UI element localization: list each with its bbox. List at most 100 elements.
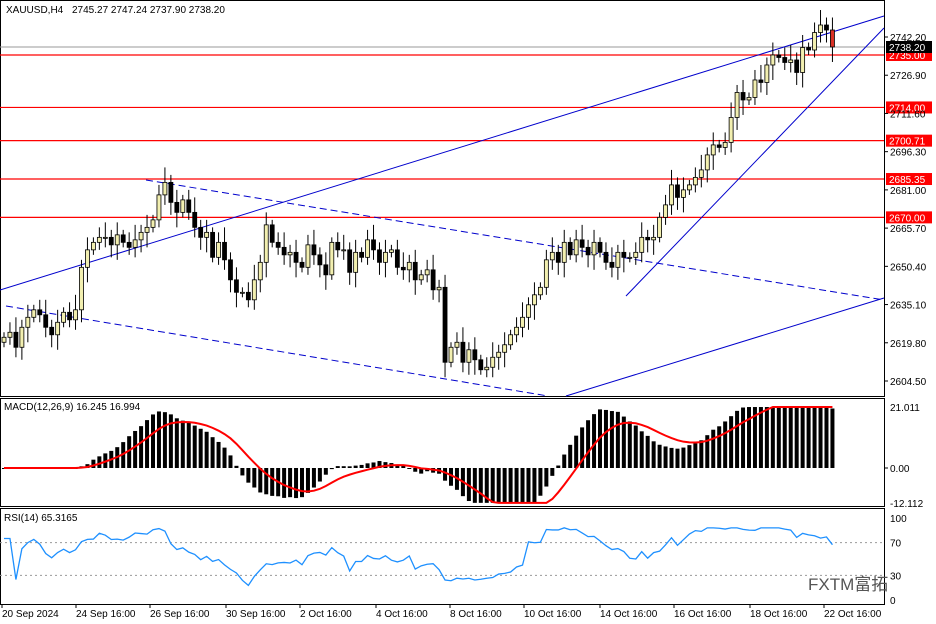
candle [365,229,370,265]
y-tick-label: 2696.30 [890,148,927,159]
macd-bar [401,465,406,468]
candle [824,17,829,43]
macd-bar [449,468,453,486]
macd-bar [687,445,692,468]
candle [692,167,698,193]
candle [162,167,168,205]
candle [746,92,752,105]
candle [502,332,508,368]
level-label: 2685.35 [889,175,926,186]
candle-body [824,24,829,31]
candle [597,237,603,258]
y-tick-label: 2665.70 [890,224,927,235]
macd-bar [723,421,728,468]
candle-body [651,236,657,241]
macd-bar [544,468,549,487]
candle-body [222,241,227,261]
candle-body [746,97,752,101]
candle [812,22,817,58]
candle-body [394,249,400,268]
macd-bar [562,454,567,468]
x-tick-label: 22 Oct 16:00 [824,609,882,620]
candle-body [728,117,734,143]
candle-body [698,169,704,178]
candle [67,302,72,328]
candle-body [79,266,84,311]
level-label: 2700.71 [889,137,926,148]
candle [347,242,353,285]
candle [287,244,293,268]
candle-body [180,199,186,213]
candle-body [692,176,698,186]
macd-bar [216,441,221,468]
price-layer [0,10,885,397]
macd-bar [538,468,543,496]
candle [609,247,615,278]
candle-body [454,341,460,348]
candle-body [681,189,686,198]
candle [7,322,13,345]
candle-body [567,241,573,256]
candle [180,194,186,218]
macd-bar [180,420,185,468]
candle-body [424,269,430,276]
candle-body [496,351,502,358]
candle [806,42,811,55]
macd-bar [341,466,346,468]
macd-bar [663,446,668,468]
candle [484,357,490,378]
candle-body [710,144,716,156]
candle-body [609,261,615,268]
candle [794,52,800,85]
rsi-line [4,527,833,587]
macd-bar [675,448,680,468]
candle [275,232,281,255]
x-tick-label: 16 Oct 16:00 [674,609,732,620]
candle [591,229,597,270]
macd-title: MACD(12,26,9) 16.245 16.994 [4,402,141,413]
candle-body [764,64,770,83]
candle [490,342,496,378]
candle [561,229,567,278]
candle-body [675,184,680,198]
macd-bar [288,468,293,498]
rsi-title: RSI(14) 65.3165 [4,513,78,524]
x-tick-label: 30 Sep 16:00 [226,609,286,620]
y-tick-label: 2650.40 [890,262,927,273]
macd-bar [413,468,418,472]
candle-body [257,261,263,281]
candle [704,147,710,183]
candle [418,269,424,285]
ohlc-label: 2745.27 2747.24 2737.90 2738.20 [72,5,225,16]
candle [388,244,394,258]
candle [19,319,25,360]
y-tick-label: 2742.20 [890,33,927,44]
level-label: 2735.00 [889,51,926,62]
y-tick-label: 2726.90 [890,71,927,82]
candle-body [67,311,72,321]
candle [144,214,150,248]
candle-body [508,334,514,346]
macd-bar [782,407,787,468]
macd-pane [0,398,885,507]
candle [764,57,770,95]
candle [91,237,96,255]
macd-bar [97,456,102,468]
candle [61,307,66,328]
candle-body [645,236,651,241]
candle-body [126,241,132,248]
candle [114,222,120,260]
macd-tick-label: 0.00 [890,464,910,475]
candle-body [573,239,579,256]
candle [788,44,794,73]
candle-body [484,366,490,371]
candle [79,259,84,323]
candle-body [734,92,740,118]
candle-body [102,236,108,239]
macd-bar [395,464,400,468]
candle-body [371,239,376,251]
candle-body [663,204,668,218]
macd-bar [764,407,769,468]
macd-bar [693,443,698,468]
